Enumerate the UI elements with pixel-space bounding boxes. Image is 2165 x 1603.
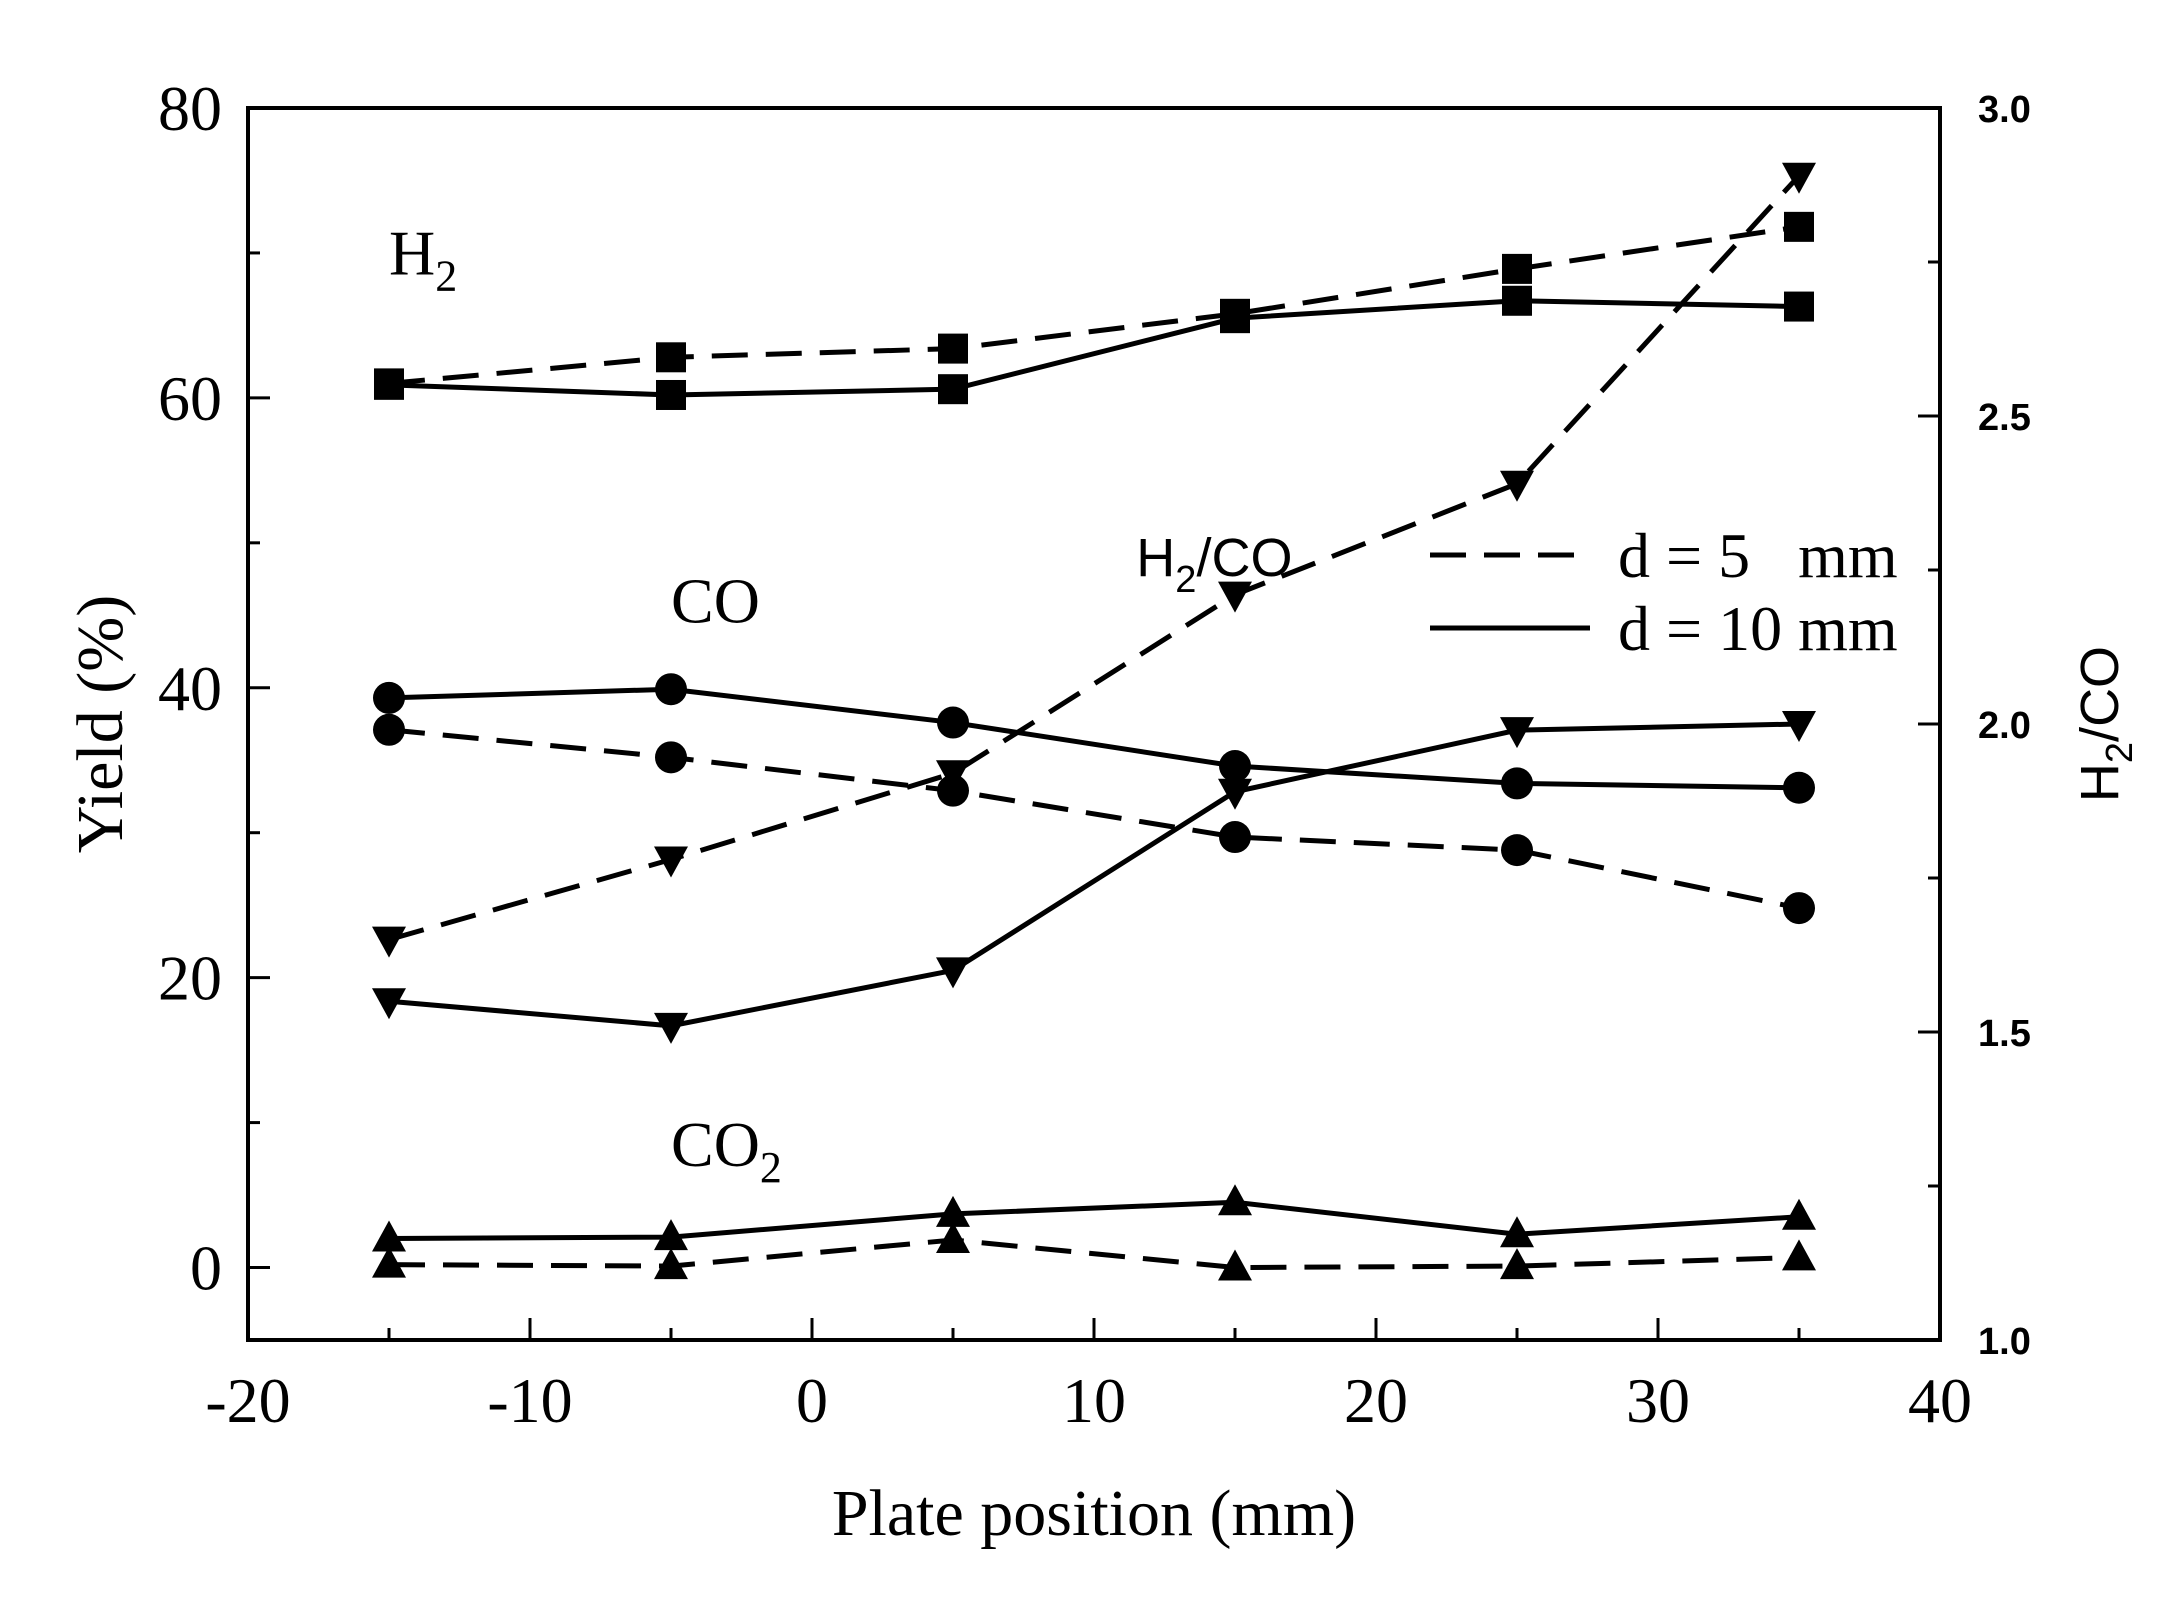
y2-tick-label: 2.0 [1978,705,2031,747]
data-point-co2-d10 [1500,1216,1534,1248]
data-point-co2-d10 [654,1219,688,1251]
data-point-co-d10 [1219,750,1251,783]
data-point-h2-d10 [1784,291,1814,322]
data-point-co-d5 [655,741,687,774]
data-point-co-d5 [1501,834,1533,867]
data-point-co-d10 [937,706,969,739]
data-point-h2-co-d10 [1782,711,1816,742]
data-point-h2-co-d10 [936,957,970,989]
annotation-co2: CO2 [671,1109,782,1192]
data-point-h2-co-d10 [372,988,406,1020]
y-axis-title: Yield (%) [64,595,137,853]
data-point-co-d5 [1219,821,1251,854]
data-point-h2-d5 [938,333,968,364]
series-line-h2-co-d10 [388,721,1800,1029]
y2-tick-label: 2.5 [1978,397,2031,439]
y-tick-label: 0 [190,1233,222,1304]
data-point-h2-co-d5 [936,760,970,792]
x-tick-label: 10 [1062,1365,1126,1436]
data-point-co-d5 [373,713,405,746]
data-point-h2-co-d5 [1218,581,1252,613]
annotation-h2: H2 [389,218,457,301]
data-point-h2-d10 [1220,303,1250,334]
data-point-h2-co-d5 [1500,470,1534,502]
y-tick-label: 20 [158,943,222,1014]
x-axis-title: Plate position (mm) [832,1477,1356,1550]
series-line-h2-d10 [388,298,1800,398]
y-tick-label: 80 [158,73,222,144]
data-point-h2-d5 [1502,253,1532,284]
data-point-co2-d5 [1500,1248,1534,1280]
series-line-co-d10 [388,686,1800,791]
x-tick-label: 0 [796,1365,828,1436]
data-point-co-d10 [373,681,405,714]
data-point-co2-d10 [936,1195,970,1227]
series-line-h2-co-d5 [388,174,1801,943]
data-point-co-d10 [655,673,687,706]
data-point-co2-d5 [1782,1239,1816,1271]
data-point-h2-d10 [656,379,686,410]
y2-tick-label: 3.0 [1978,89,2031,131]
x-tick-label: -20 [205,1365,290,1436]
axes-layer: -20 -10 0 10 20 30 40 0 20 40 60 80 1.0 1.5 2.0 2.5 3.0 P… [64,73,2141,1550]
x-tick-label: 40 [1908,1365,1972,1436]
data-point-h2-d5 [656,342,686,373]
data-point-h2-co-d5 [372,926,406,958]
y-tick-label: 60 [158,363,222,434]
data-point-co2-d5 [654,1248,688,1280]
series-line-co2-d5 [388,1237,1800,1271]
x-tick-label: 30 [1626,1365,1690,1436]
y2-tick-label: 1.0 [1978,1321,2031,1363]
y2-tick-label: 1.5 [1978,1013,2031,1055]
legend-label-dashed: d = 5 mm [1618,520,1898,591]
data-point-h2-co-d5 [654,846,688,878]
data-point-h2-co-d5 [1782,162,1816,194]
data-point-co2-d10 [1782,1198,1816,1230]
annotation-co: CO [671,566,760,637]
series-line-co-d5 [388,727,1800,911]
x-tick-label: -10 [487,1365,572,1436]
data-point-co2-d5 [936,1221,970,1253]
data-point-co2-d5 [372,1246,406,1278]
y-tick-label: 40 [158,653,222,724]
data-point-co2-d10 [1218,1184,1252,1216]
series-line-h2-d5 [388,224,1800,386]
data-point-co2-d10 [372,1220,406,1252]
data-point-h2-d10 [1502,285,1532,316]
data-point-h2-d10 [938,374,968,405]
data-point-h2-co-d10 [654,1012,688,1044]
data-point-co2-d5 [1218,1249,1252,1281]
legend: d = 5 mmd = 10 mm [1430,520,1898,664]
x-tick-label: 20 [1344,1365,1408,1436]
data-point-h2-d10 [374,369,404,400]
data-point-co-d10 [1783,771,1815,804]
series-line-co2-d10 [388,1199,1800,1242]
annotation-h2-co: H2/CO [1136,528,1292,601]
label-layer: H2 CO CO2 H2/CO [389,218,1292,1192]
legend-label-solid: d = 10 mm [1618,593,1898,664]
y2-axis-title: H2/CO [2070,646,2141,802]
data-point-h2-co-d10 [1500,717,1534,749]
data-point-co-d5 [1783,892,1815,925]
series-layer [388,174,1801,1271]
marker-layer [372,162,1816,1281]
data-point-h2-d5 [1784,211,1814,242]
data-point-co-d10 [1501,767,1533,800]
data-point-h2-co-d10 [1218,778,1252,810]
